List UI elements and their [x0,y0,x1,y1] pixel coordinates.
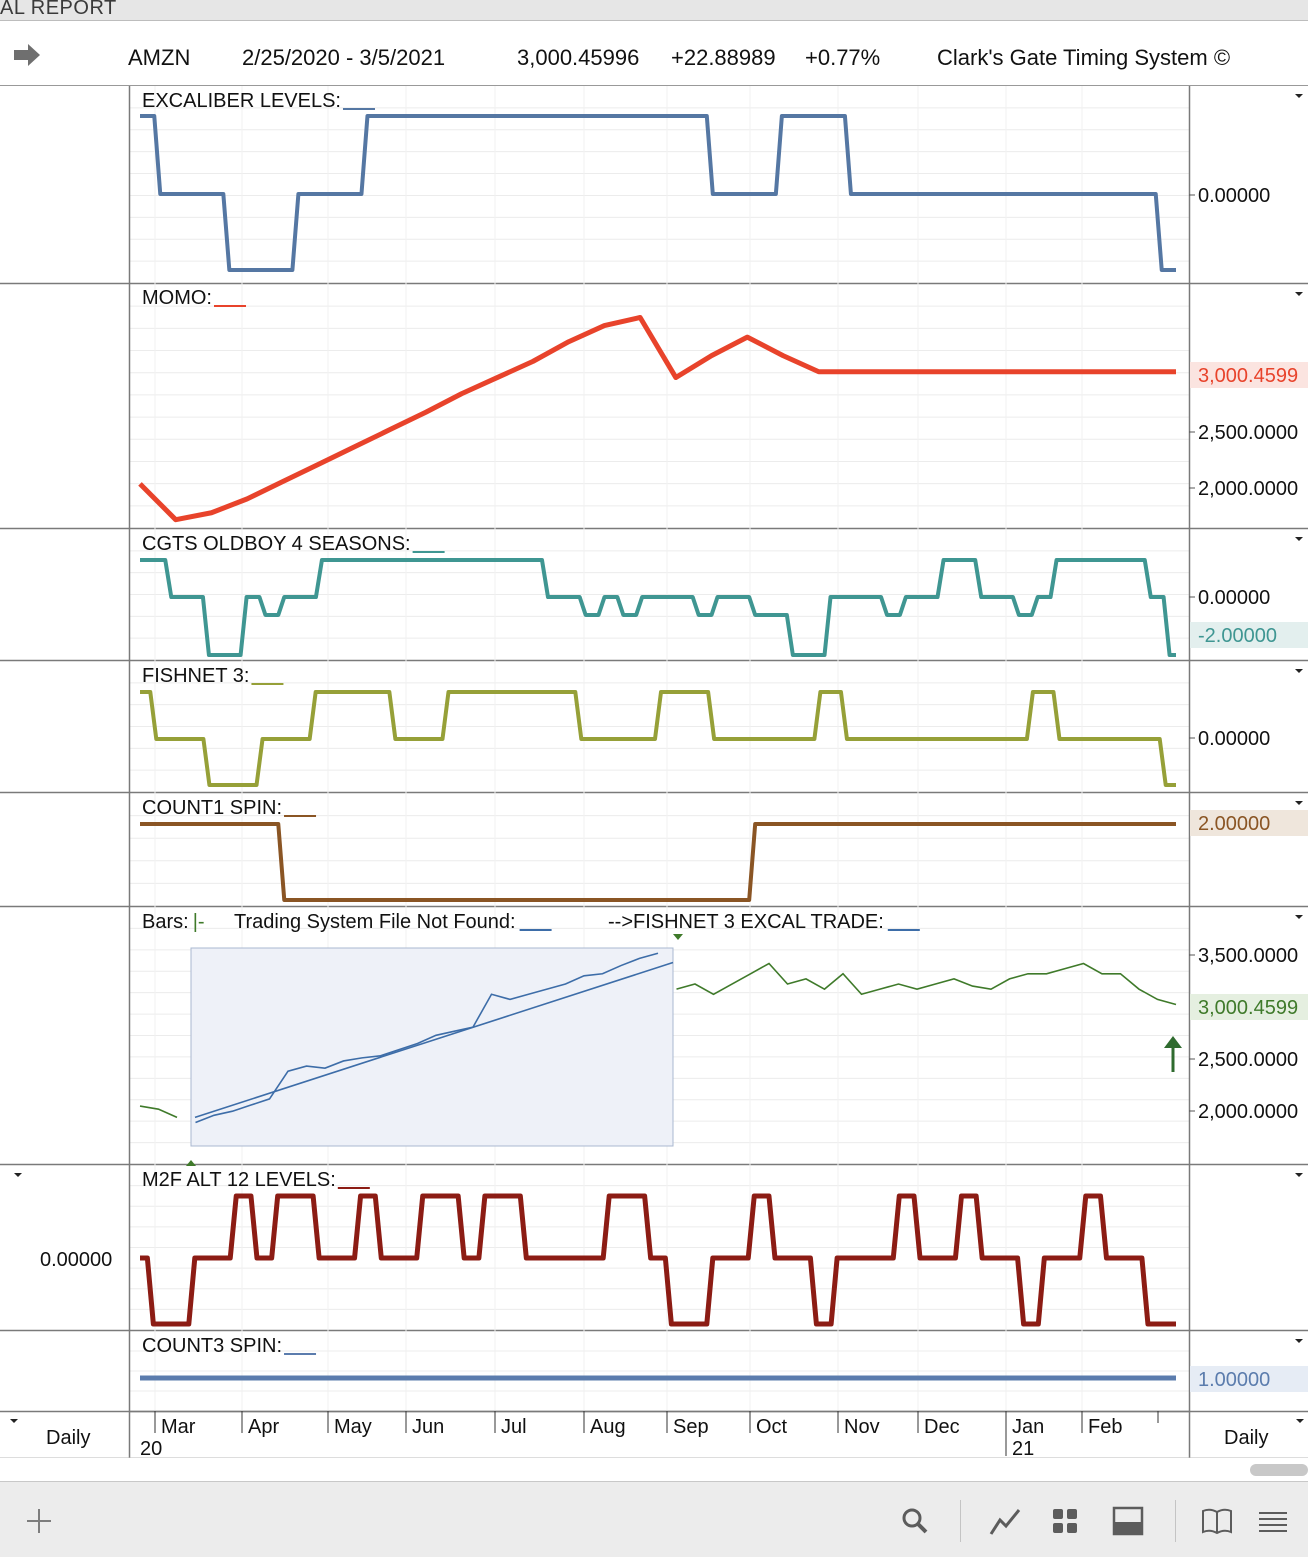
last-value-label: 3,000.4599 [1198,997,1298,1019]
toolbar-separator [1175,1500,1176,1542]
entry-marker-icon [186,1160,196,1166]
chevron-down-icon[interactable] [1295,94,1303,98]
trend-line [194,961,674,1119]
y-tick-label: 2,500.0000 [1198,422,1298,444]
last-value-label: 2.00000 [1198,813,1270,835]
chevron-down-icon[interactable] [1296,1419,1304,1423]
chevron-down-icon[interactable] [1295,537,1303,541]
last-value-label: 1.00000 [1198,1369,1270,1391]
chevron-down-icon[interactable] [1295,1173,1303,1177]
exit-marker-icon [673,934,683,940]
y-tick-label: 2,000.0000 [1198,478,1298,500]
last-price: 3,000.45996 [517,45,640,70]
horizontal-scrollbar[interactable] [1250,1464,1308,1476]
panel-title: MOMO: [142,287,212,309]
arrow-right-icon[interactable] [12,43,42,67]
up-arrow-head-icon [1164,1036,1182,1048]
period-selector-right: Daily [1224,1427,1268,1449]
window-title: AL REPORT [0,0,117,19]
panel-title: COUNT1 SPIN: [142,797,282,819]
panel-title: M2F ALT 12 LEVELS: [142,1169,336,1191]
x-tick-label: Mar [161,1416,196,1438]
last-value-badge [1190,622,1308,648]
symbol-label[interactable]: AMZN [128,45,191,70]
chevron-down-icon[interactable] [1295,915,1303,919]
price-bars-post [676,962,1177,1006]
chevron-down-icon[interactable] [1295,801,1303,805]
panel-title: EXCALIBER LEVELS: [142,90,341,112]
annotation-label: -->FISHNET 3 EXCAL TRADE: [608,911,884,933]
date-range: 2/25/2020 - 3/5/2021 [242,45,446,70]
chevron-down-icon[interactable] [1295,669,1303,673]
count1-series-line [140,822,1176,902]
menu-lines-icon[interactable] [1256,1504,1290,1538]
price-change: +22.88989 [671,45,776,70]
chart-area[interactable]: EXCALIBER LEVELS: MOMO: CGTS OLDBOY 4 SEAS… [0,86,1308,1458]
legend-symbol: |- [193,911,205,933]
x-tick-label: Feb [1088,1416,1122,1438]
panel-layout-icon[interactable] [1111,1504,1145,1538]
x-tick-label: Jan [1012,1416,1044,1438]
chart-header: AMZN 2/25/2020 - 3/5/2021 3,000.45996 +2… [0,21,1308,86]
fishnet-series-line [140,690,1176,787]
oldboy-series-line [140,558,1176,657]
y-tick-label: 2,000.0000 [1198,1101,1298,1123]
x-tick-label: Jun [412,1416,444,1438]
panel-title: CGTS OLDBOY 4 SEASONS: [142,533,411,555]
year-label: 21 [1012,1438,1034,1458]
last-value-badge [1190,1366,1308,1392]
chevron-down-icon[interactable] [1295,292,1303,296]
price-change-pct: +0.77% [805,45,881,70]
x-tick-label: May [334,1416,372,1438]
last-value-label: 3,000.4599 [1198,365,1298,387]
annotation-label: Trading System File Not Found: [234,911,516,933]
last-value-badge [1190,994,1308,1020]
chevron-down-icon[interactable] [10,1419,18,1423]
search-icon[interactable] [898,1504,932,1538]
last-value-badge [1190,362,1308,388]
excaliber-series-line [140,114,1176,272]
y-tick-label: 0.00000 [1198,728,1270,750]
year-label: 20 [140,1438,162,1458]
last-value-badge [1190,810,1308,836]
bottom-toolbar [0,1481,1308,1557]
toolbar-separator [960,1500,961,1542]
price-bars-trade [195,952,659,1124]
x-tick-label: Dec [924,1416,960,1438]
line-chart-icon[interactable] [988,1504,1022,1538]
x-tick-label: Nov [844,1416,880,1438]
y-tick-label: 0.00000 [1198,185,1270,207]
system-name: Clark's Gate Timing System © [937,45,1231,70]
price-bars-pre [139,1105,178,1119]
window-titlebar: AL REPORT [0,0,1308,21]
panel-title: COUNT3 SPIN: [142,1335,282,1357]
chevron-down-icon[interactable] [14,1173,22,1177]
chevron-down-icon[interactable] [1295,1339,1303,1343]
period-selector-left: Daily [46,1427,90,1449]
x-tick-label: Oct [756,1416,788,1438]
panel-title: FISHNET 3: [142,665,249,687]
x-tick-label: Aug [590,1416,626,1438]
last-value-label: -2.00000 [1198,625,1277,647]
book-icon[interactable] [1200,1504,1234,1538]
grid-layout-icon[interactable] [1048,1504,1082,1538]
y-tick-label: 0.00000 [40,1249,112,1271]
y-tick-label: 0.00000 [1198,587,1270,609]
x-tick-label: Jul [501,1416,527,1438]
add-icon[interactable] [22,1504,56,1538]
trade-region [190,947,674,1147]
y-tick-label: 3,500.0000 [1198,945,1298,967]
x-tick-label: Sep [673,1416,709,1438]
m2f-series-line [140,1193,1176,1327]
panel-title: Bars: [142,911,189,933]
y-tick-label: 2,500.0000 [1198,1049,1298,1071]
momo-series-line [138,314,1176,523]
x-tick-label: Apr [248,1416,279,1438]
